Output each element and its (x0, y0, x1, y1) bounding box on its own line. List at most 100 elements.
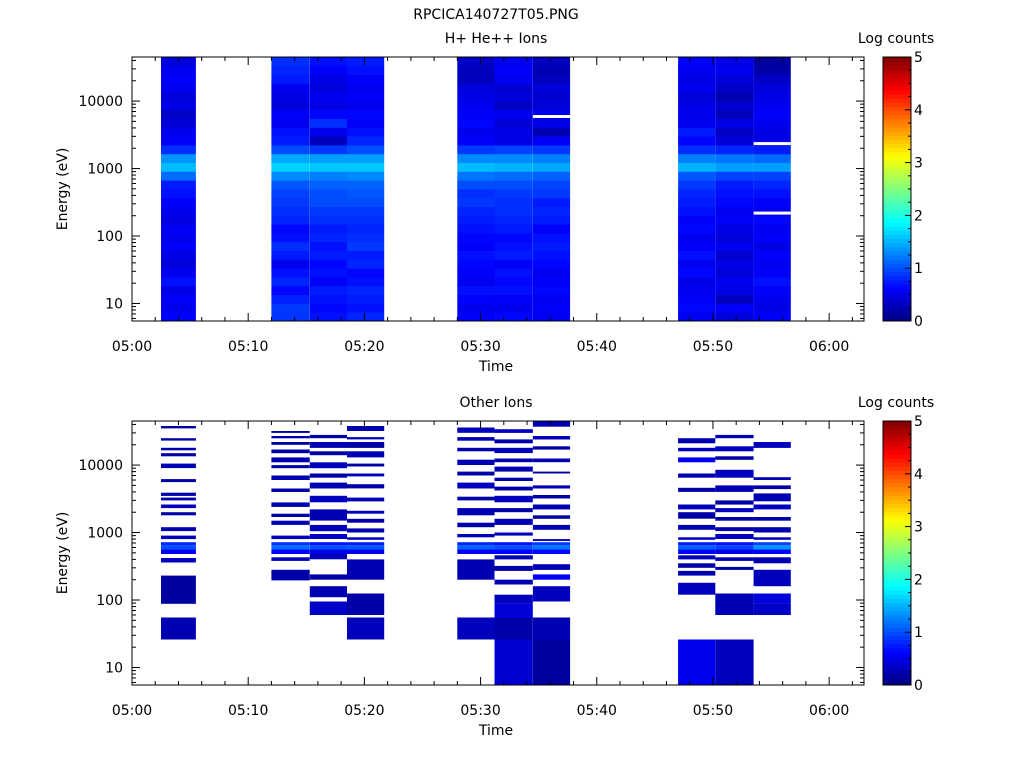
heatmap-cell (309, 312, 347, 322)
heatmap-cell (457, 145, 495, 155)
heatmap-cell (753, 250, 791, 260)
heatmap-cell (271, 250, 310, 260)
heatmap-cell (271, 109, 310, 119)
heatmap-cell (457, 136, 495, 146)
colorbar-swatch (883, 292, 911, 297)
heatmap-cell (161, 438, 196, 441)
colorbar-swatch (883, 664, 911, 670)
heatmap-cell (678, 524, 716, 530)
heatmap-cell (494, 466, 533, 472)
data-gap (753, 211, 791, 215)
heatmap-cell (161, 463, 196, 469)
colorbar-swatch (883, 499, 911, 505)
colorbar-swatch (883, 131, 911, 136)
heatmap-cell (753, 180, 791, 190)
heatmap-cell (532, 421, 571, 427)
heatmap-cell (347, 451, 385, 458)
colorbar-swatch (883, 602, 911, 608)
colorbar-swatch (883, 81, 911, 87)
heatmap-cell (309, 83, 347, 93)
colorbar-swatch (883, 85, 911, 91)
heatmap-cell (494, 579, 533, 585)
colorbar-swatch (883, 421, 911, 426)
heatmap-cell (161, 241, 196, 251)
heatmap-cell (532, 224, 571, 234)
heatmap-cell (271, 197, 310, 207)
heatmap-cell (347, 549, 385, 554)
heatmap-cell (753, 549, 791, 554)
colorbar: 0 1 2 3 4 5 (882, 414, 923, 694)
heatmap-cell (347, 180, 385, 190)
y-tick-label: 10 (105, 296, 123, 312)
heatmap-cell (161, 542, 196, 546)
heatmap-cell (753, 241, 791, 251)
heatmap-cell (161, 57, 196, 67)
heatmap-cell (457, 153, 495, 163)
heatmap-cell (457, 294, 495, 304)
heatmap-cell (347, 65, 385, 75)
colorbar-swatch (883, 676, 911, 682)
heatmap-cell (753, 118, 791, 128)
heatmap-cell (678, 512, 716, 519)
colorbar-tick-label: 1 (914, 261, 923, 277)
axis-ticks: 05:00 05:10 05:20 05:30 05:40 05:50 06:00 10 100… (78, 421, 864, 719)
colorbar-swatch (883, 487, 911, 492)
heatmap-cell (715, 197, 754, 207)
colorbar-swatch (883, 511, 911, 517)
colorbar-swatch (883, 222, 911, 227)
colorbar-swatch (883, 164, 911, 169)
colorbar-swatch (883, 263, 911, 268)
heatmap-cell (532, 92, 571, 102)
colorbar-swatch (883, 474, 911, 480)
heatmap-cell (309, 206, 347, 216)
heatmap-cell (161, 492, 196, 496)
heatmap-cell (161, 197, 196, 207)
x-tick-label: 05:30 (460, 339, 500, 355)
heatmap-cell (457, 83, 495, 93)
colorbar-swatch (883, 639, 911, 645)
heatmap-cell (532, 136, 571, 146)
heatmap-cell (271, 101, 310, 111)
heatmap-cell (532, 268, 571, 278)
heatmap-cell (532, 74, 571, 84)
heatmap-cell (457, 549, 495, 554)
colorbar-swatch (883, 520, 911, 525)
colorbar-swatch (883, 259, 911, 264)
colorbar-swatch (883, 217, 911, 223)
x-tick-label: 05:40 (577, 339, 617, 355)
heatmap-cell (494, 241, 533, 251)
heatmap-cell (532, 259, 571, 269)
heatmap-cell (715, 145, 754, 155)
heatmap-cell (494, 101, 533, 111)
y-tick-label: 1000 (87, 162, 123, 178)
heatmap-cell (271, 442, 310, 445)
heatmap-cell (271, 153, 310, 163)
heatmap-cell (678, 549, 716, 554)
heatmap-cell (715, 508, 754, 513)
heatmap-cell (161, 527, 196, 532)
heatmap-cell (309, 136, 347, 146)
heatmap-cell (532, 57, 571, 67)
heatmap-cell (457, 162, 495, 172)
heatmap-cell (457, 522, 495, 528)
heatmap-cell (678, 303, 716, 313)
heatmap-cell (494, 477, 533, 481)
colorbar-swatch (883, 425, 911, 430)
heatmap-cell (161, 575, 196, 604)
heatmap-cell (753, 145, 791, 155)
heatmap-cell (161, 549, 196, 554)
heatmap-cell (678, 215, 716, 225)
x-tick-label: 05:20 (344, 703, 384, 719)
heatmap-cell (161, 136, 196, 146)
heatmap-cell (715, 233, 754, 243)
heatmap-cell (678, 457, 716, 463)
heatmap-cell (532, 83, 571, 93)
heatmap-cell (494, 162, 533, 172)
heatmap-cell (309, 197, 347, 207)
heatmap-cell (494, 206, 533, 216)
colorbar-swatch (883, 577, 911, 583)
colorbar-tick-label: 2 (914, 208, 923, 224)
heatmap-cell (494, 486, 533, 491)
heatmap-cell (309, 277, 347, 287)
